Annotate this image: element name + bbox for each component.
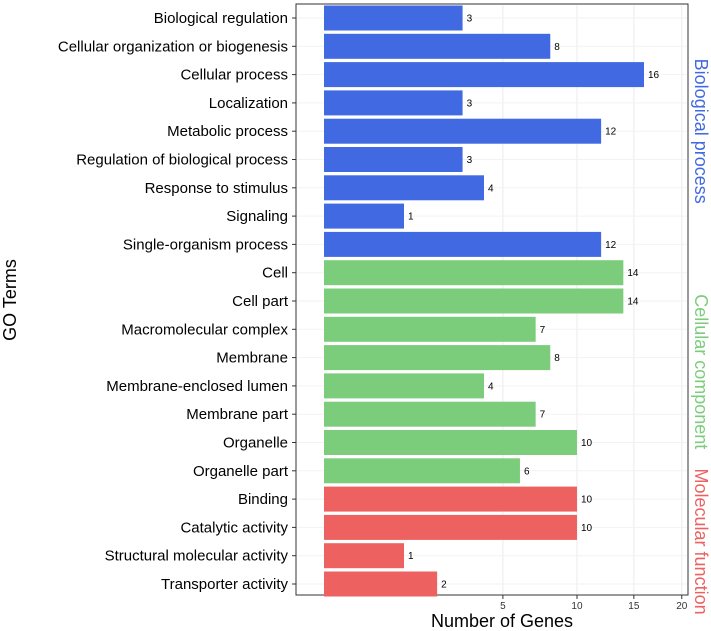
bar <box>324 118 602 144</box>
bar-value-label: 6 <box>524 466 530 477</box>
bar-value-label: 2 <box>441 580 447 591</box>
x-tick-label: 10 <box>571 601 583 612</box>
x-tick-label: 15 <box>628 601 640 612</box>
bar <box>324 316 536 342</box>
bar <box>324 5 463 31</box>
category-label: Cellular process <box>180 67 288 84</box>
bar <box>324 203 404 229</box>
bar <box>324 430 577 455</box>
category-label: Membrane part <box>186 406 289 423</box>
x-tick-label: 20 <box>676 601 688 612</box>
category-label: Organelle part <box>193 463 289 480</box>
bar-value-label: 10 <box>581 438 593 449</box>
bar-value-label: 14 <box>627 268 639 279</box>
x-tick-label: 5 <box>500 601 506 612</box>
bar-value-label: 16 <box>648 70 660 81</box>
bar-value-label: 4 <box>488 381 494 392</box>
bar <box>324 514 577 540</box>
category-label: Response to stimulus <box>145 180 288 197</box>
bar <box>324 147 463 172</box>
bar-value-label: 8 <box>554 353 560 364</box>
bar <box>324 486 577 512</box>
bar-value-label: 3 <box>467 155 473 166</box>
bar-value-label: 12 <box>605 127 617 138</box>
category-label: Single-organism process <box>123 236 288 253</box>
bar <box>324 543 404 569</box>
category-label: Regulation of biological process <box>76 152 288 169</box>
y-axis-title: GO Terms <box>0 259 20 341</box>
category-label: Membrane-enclosed lumen <box>106 378 288 395</box>
category-label: Structural molecular activity <box>105 548 289 565</box>
x-axis-title: Number of Genes <box>431 611 573 631</box>
category-label: Localization <box>209 95 288 112</box>
group-label: Cellular component <box>691 294 711 449</box>
bar <box>324 373 484 399</box>
bar <box>324 33 551 59</box>
bar-value-label: 10 <box>581 495 593 506</box>
category-label: Membrane <box>216 350 288 367</box>
category-label: Signaling <box>226 208 288 225</box>
bar-value-label: 7 <box>540 325 546 336</box>
category-label: Cell part <box>232 293 289 310</box>
category-label: Transporter activity <box>161 576 288 593</box>
bar <box>324 345 551 371</box>
bar-value-label: 14 <box>627 297 639 308</box>
category-label: Macromolecular complex <box>121 321 288 338</box>
category-label: Catalytic activity <box>180 519 288 536</box>
bar <box>324 571 438 597</box>
bar-value-label: 10 <box>581 523 593 534</box>
bar <box>324 260 624 286</box>
bar <box>324 288 624 314</box>
bar-value-label: 12 <box>605 240 617 251</box>
category-label: Cellular organization or biogenesis <box>58 38 288 55</box>
category-label: Cell <box>262 265 288 282</box>
category-label: Metabolic process <box>167 123 288 140</box>
bar-value-label: 3 <box>467 98 473 109</box>
bar-value-label: 3 <box>467 14 473 25</box>
group-label: Molecular function <box>691 469 711 615</box>
bar <box>324 458 520 484</box>
bar <box>324 231 602 257</box>
category-label: Binding <box>238 491 288 508</box>
bar-value-label: 7 <box>540 410 546 421</box>
category-label: Organelle <box>223 435 288 452</box>
bar-value-label: 1 <box>408 212 414 223</box>
group-label: Biological process <box>691 59 711 204</box>
bar <box>324 90 463 116</box>
category-label: Biological regulation <box>154 10 288 27</box>
bar <box>324 175 484 201</box>
bar-value-label: 8 <box>554 42 560 53</box>
bar-value-label: 1 <box>408 551 414 562</box>
bar-value-label: 4 <box>488 183 494 194</box>
bar <box>324 401 536 427</box>
bar <box>324 62 644 88</box>
